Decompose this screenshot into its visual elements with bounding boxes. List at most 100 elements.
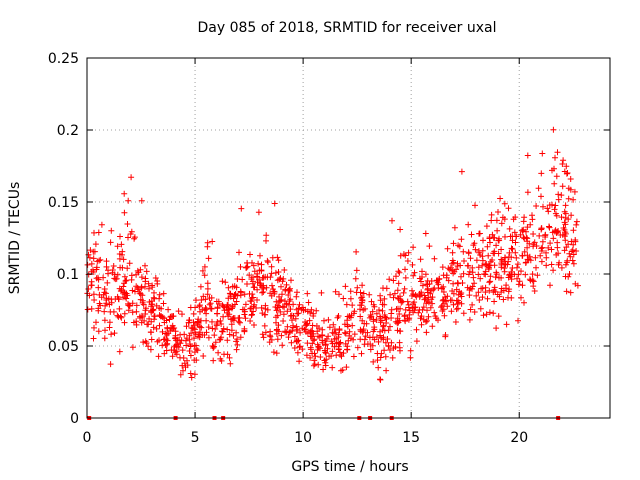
data-point xyxy=(116,255,123,262)
data-point xyxy=(131,235,138,242)
data-point xyxy=(294,349,301,356)
data-point xyxy=(379,301,386,308)
data-point xyxy=(524,152,531,159)
data-point xyxy=(545,244,552,251)
data-point xyxy=(567,176,574,182)
data-point xyxy=(262,329,269,336)
data-point xyxy=(555,261,562,268)
data-point xyxy=(140,301,147,308)
data-point xyxy=(351,308,358,315)
data-point xyxy=(360,290,367,297)
data-point xyxy=(259,331,266,338)
data-point xyxy=(568,212,575,219)
data-point xyxy=(378,317,385,324)
data-point xyxy=(501,258,508,265)
data-point xyxy=(491,287,498,293)
data-point xyxy=(563,163,570,170)
data-point xyxy=(343,364,350,371)
data-point xyxy=(182,337,189,344)
data-point xyxy=(475,248,482,254)
data-point xyxy=(449,267,456,274)
data-point xyxy=(353,248,360,255)
data-point xyxy=(435,281,442,288)
data-point xyxy=(359,296,366,303)
data-point xyxy=(124,221,131,227)
data-point xyxy=(238,289,244,296)
data-point xyxy=(401,312,408,319)
data-point xyxy=(284,323,291,330)
data-point xyxy=(331,343,338,350)
data-point xyxy=(493,217,500,224)
data-point xyxy=(256,276,263,283)
data-point xyxy=(126,260,133,267)
data-point xyxy=(199,267,206,274)
data-point xyxy=(501,200,508,207)
data-point xyxy=(388,339,395,346)
data-point xyxy=(260,334,267,341)
data-point xyxy=(101,317,108,324)
data-point xyxy=(573,248,580,254)
data-point xyxy=(330,321,337,328)
data-point xyxy=(179,347,186,354)
data-point xyxy=(476,230,483,237)
data-point xyxy=(333,352,340,359)
data-point xyxy=(241,311,248,318)
data-point xyxy=(165,330,172,337)
data-point xyxy=(514,261,521,268)
data-point xyxy=(119,248,126,255)
data-point xyxy=(411,269,418,276)
data-point xyxy=(396,311,403,317)
data-point xyxy=(164,324,171,331)
data-point xyxy=(422,271,429,278)
data-point xyxy=(226,290,233,297)
data-point xyxy=(486,287,493,294)
data-point xyxy=(206,301,213,308)
data-point xyxy=(258,304,265,311)
data-point xyxy=(445,265,452,272)
data-point xyxy=(309,328,316,335)
data-point xyxy=(132,288,138,295)
data-point xyxy=(169,353,176,360)
data-point xyxy=(166,316,173,323)
data-point xyxy=(267,290,274,297)
data-point xyxy=(494,227,501,234)
data-point xyxy=(559,231,566,238)
data-point xyxy=(508,245,515,252)
data-point xyxy=(428,287,435,294)
data-point xyxy=(538,170,545,177)
data-point xyxy=(226,331,233,338)
data-point xyxy=(103,258,110,265)
data-point xyxy=(442,333,449,340)
data-point xyxy=(360,307,367,313)
data-point xyxy=(449,249,456,256)
data-point xyxy=(85,286,92,292)
data-point xyxy=(555,196,562,203)
data-point xyxy=(261,322,268,329)
data-point xyxy=(449,288,456,294)
data-point xyxy=(282,286,289,293)
data-point xyxy=(425,313,432,320)
data-point xyxy=(235,315,242,322)
data-point xyxy=(411,299,418,306)
data-point xyxy=(287,285,293,292)
data-point xyxy=(538,226,545,233)
data-point xyxy=(350,353,357,360)
data-point xyxy=(452,319,459,325)
data-point xyxy=(213,321,220,327)
data-point xyxy=(229,315,236,322)
data-point xyxy=(467,306,474,313)
data-point xyxy=(389,217,395,224)
data-point xyxy=(472,246,479,253)
data-point xyxy=(233,346,240,353)
data-point xyxy=(444,303,451,310)
data-point xyxy=(104,279,111,286)
data-point xyxy=(562,202,569,209)
data-point xyxy=(273,319,279,326)
data-point xyxy=(249,311,255,318)
data-point xyxy=(449,257,456,264)
data-point xyxy=(254,297,260,303)
data-point xyxy=(427,304,434,311)
data-point xyxy=(424,289,431,296)
data-point xyxy=(410,272,417,279)
